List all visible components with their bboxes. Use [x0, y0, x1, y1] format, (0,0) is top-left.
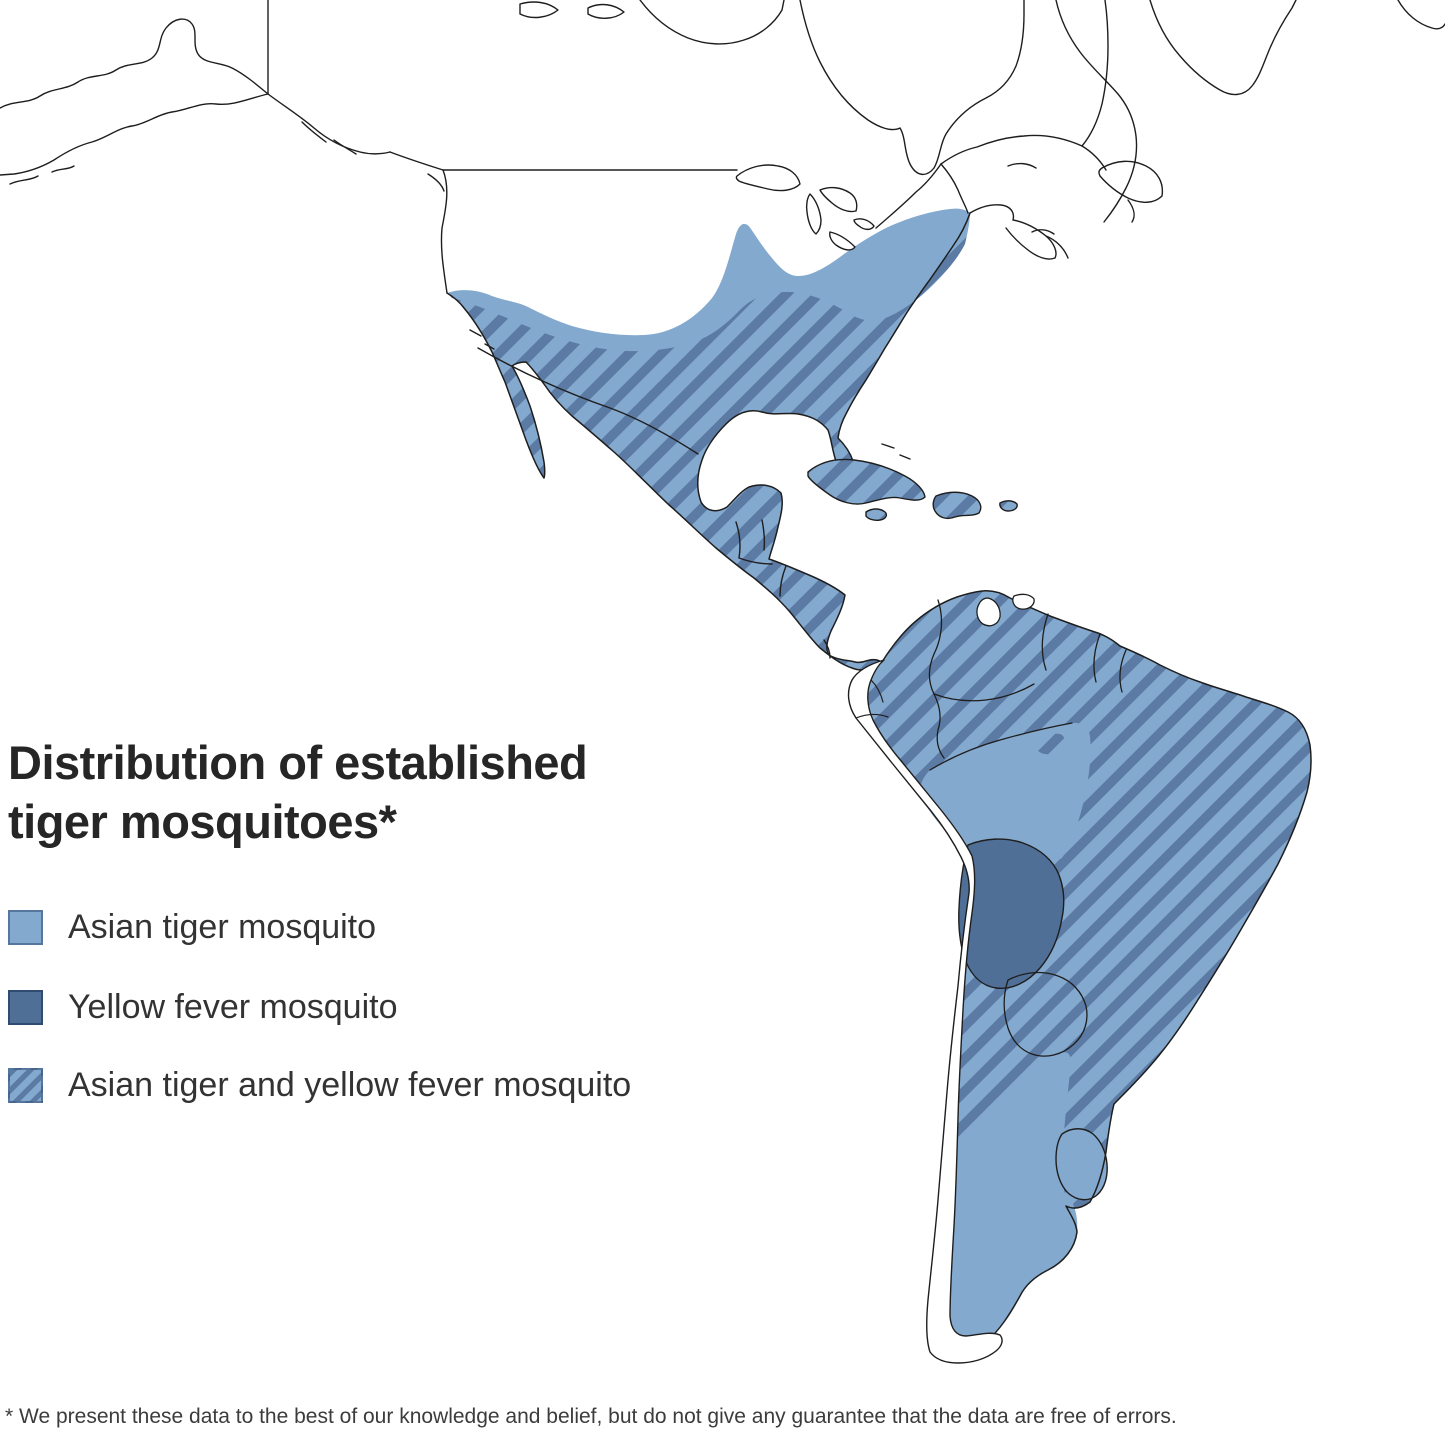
- arctic-island-2: [587, 3, 625, 19]
- prince-edward-island: [1031, 229, 1055, 235]
- us-mexico-border: [477, 347, 699, 455]
- canada-arctic-coast: [639, 0, 785, 45]
- map-title-line1: Distribution of established: [8, 736, 588, 789]
- region-both-hispaniola: [932, 491, 982, 520]
- suriname-frguiana-border: [1119, 649, 1127, 693]
- lake-maracaibo: [976, 597, 1001, 627]
- north-america-coastline: [446, 212, 971, 671]
- legend-label-asian-tiger: Asian tiger mosquito: [68, 907, 377, 946]
- arctic-island-1: [519, 1, 559, 19]
- caribbean-islands: [807, 458, 1018, 521]
- legend-item-both: Asian tiger and yellow fever mosquito: [8, 1066, 631, 1104]
- andes-internal-borders: [855, 679, 889, 719]
- guyana-suriname-border: [1093, 633, 1101, 683]
- ecuador-peru-border: [855, 713, 889, 719]
- alaska-panhandle: [267, 93, 391, 155]
- lake-huron: [819, 186, 858, 213]
- map-title: Distribution of established tiger mosqui…: [8, 733, 588, 851]
- st-lawrence-river: [875, 163, 942, 229]
- legend-swatch-asian-tiger: [8, 909, 43, 945]
- greenland-corner: [1397, 0, 1445, 30]
- legend-swatch-yellow-fever: [8, 989, 43, 1025]
- newfoundland: [1098, 160, 1164, 203]
- bc-coast: [389, 151, 444, 171]
- st-lawrence-north-shore: [940, 134, 1107, 171]
- colombia-ecuador-border: [870, 679, 884, 703]
- great-lakes: [735, 164, 875, 251]
- lake-michigan: [805, 193, 822, 235]
- lake-superior: [735, 164, 801, 192]
- alaska-south-coast: [0, 93, 269, 176]
- hudson-bay: [799, 0, 1025, 175]
- newfoundland-tail: [1127, 199, 1135, 223]
- nova-scotia-tail: [1045, 235, 1069, 259]
- region-asian-tiger-argentina: [948, 1052, 1078, 1357]
- greenland-tip: [1149, 0, 1297, 96]
- south-america-borders: [928, 599, 1127, 771]
- legend-item-yellow-fever: Yellow fever mosquito: [8, 988, 397, 1026]
- ungava-labrador: [1055, 0, 1138, 223]
- panhandle-islands: [301, 121, 357, 155]
- aleutian-islands: [9, 165, 75, 185]
- paraguay-border: [1003, 971, 1088, 1057]
- trinidad-island: [1012, 593, 1035, 610]
- new-brunswick-coast: [940, 163, 969, 214]
- lake-erie: [829, 231, 856, 251]
- colombia-brazil-border: [933, 693, 945, 759]
- vancouver-island: [427, 173, 445, 192]
- legend-swatch-both: [8, 1067, 43, 1103]
- central-america-borders: [735, 519, 831, 659]
- region-both-south-america: [863, 590, 1311, 1357]
- venezuela-guyana-border: [1041, 613, 1049, 671]
- amazon-north-border: [929, 722, 1073, 771]
- bay-of-fundy-nova-scotia: [969, 204, 1057, 260]
- region-both-north-america: [447, 213, 970, 670]
- lake-ontario: [853, 218, 875, 231]
- unfilled-land-outlines: [0, 0, 1445, 659]
- alaska-west-coast: [0, 18, 269, 109]
- socal-islands: [469, 329, 495, 350]
- anticosti-island: [1007, 162, 1037, 169]
- legend-item-asian-tiger: Asian tiger mosquito: [8, 908, 376, 946]
- region-both-puerto-rico: [999, 500, 1018, 512]
- colombia-venezuela-border: [928, 599, 943, 695]
- map-title-line2: tiger mosquitoes*: [8, 795, 397, 848]
- footnote: * We present these data to the best of o…: [5, 1405, 1177, 1428]
- us-west-coast: [440, 169, 448, 294]
- region-both-jamaica: [865, 508, 888, 521]
- venezuela-south-border: [933, 683, 1035, 702]
- legend-label-yellow-fever: Yellow fever mosquito: [68, 987, 398, 1026]
- amazon-hatch-hole: [1036, 733, 1065, 755]
- bahamas: [881, 443, 911, 460]
- region-both-cuba: [807, 458, 926, 505]
- legend-label-both: Asian tiger and yellow fever mosquito: [68, 1065, 632, 1104]
- labrador-coast: [1081, 0, 1109, 147]
- region-asian-tiger-amazon: [920, 722, 1091, 868]
- andes-white-strip: [847, 659, 1003, 1364]
- region-asian-tiger-uruguay: [1055, 1128, 1108, 1201]
- region-yellow-fever-bolivia: [958, 838, 1065, 989]
